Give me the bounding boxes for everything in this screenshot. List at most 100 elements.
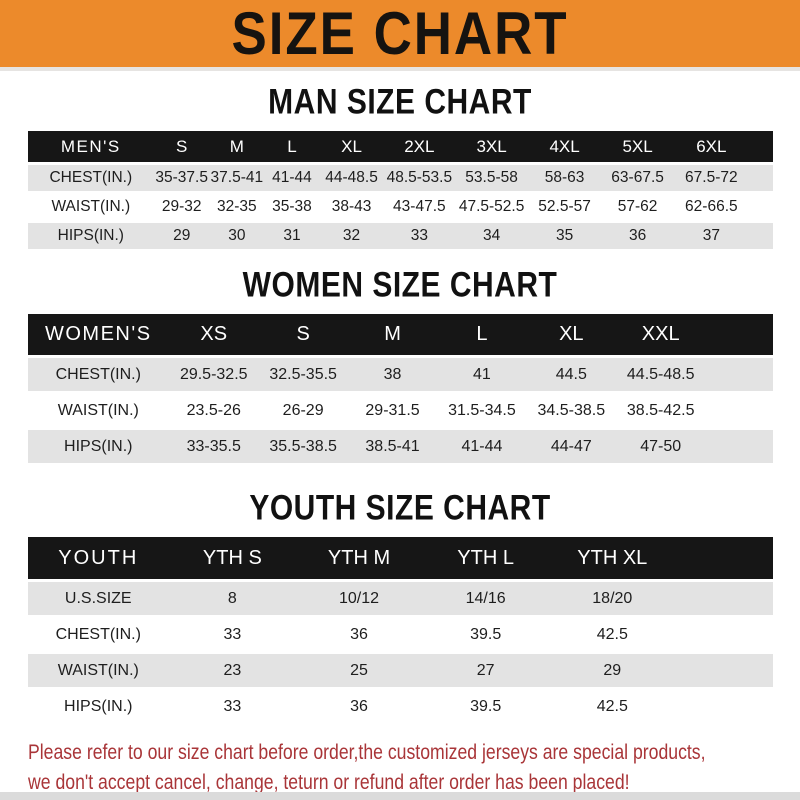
women-row-filler bbox=[705, 394, 773, 427]
youth-hips-cell: 39.5 bbox=[422, 690, 549, 723]
men-waist-cell: 57-62 bbox=[601, 194, 675, 220]
women-waist-cell: 38.5-42.5 bbox=[616, 394, 706, 427]
men-row-filler bbox=[748, 165, 773, 191]
banner: SIZE CHART bbox=[0, 0, 800, 71]
man-section-heading-text: MAN SIZE CHART bbox=[268, 82, 532, 122]
youth-ussize-cell: 18/20 bbox=[548, 582, 676, 615]
men-col-header-3xl: 3XL bbox=[455, 131, 529, 162]
man-section-heading: MAN SIZE CHART bbox=[0, 82, 800, 122]
women-row-filler bbox=[705, 358, 773, 391]
men-col-header-5xl: 5XL bbox=[601, 131, 675, 162]
youth-waist-cell: 29 bbox=[548, 654, 676, 687]
youth-chest-cell: 36 bbox=[295, 618, 423, 651]
women-col-header-xl: XL bbox=[526, 314, 616, 355]
youth-header-row: YOUTH YTH S YTH M YTH L YTH XL bbox=[27, 537, 773, 579]
men-chest-cell: 53.5-58 bbox=[455, 165, 529, 191]
women-hips-cell: 47-50 bbox=[616, 430, 706, 463]
women-hips-cell: 35.5-38.5 bbox=[258, 430, 348, 463]
youth-row-filler bbox=[675, 654, 773, 687]
footer-note-line-2: we don't accept cancel, change, teturn o… bbox=[28, 771, 630, 794]
men-hips-cell: 34 bbox=[455, 223, 529, 249]
women-chest-cell: 44.5-48.5 bbox=[616, 358, 706, 391]
men-table-label: MEN'S bbox=[27, 131, 155, 162]
men-chest-cell: 67.5-72 bbox=[674, 165, 749, 191]
women-header-filler bbox=[705, 314, 773, 355]
men-hips-cell: 31 bbox=[264, 223, 320, 249]
women-hips-row: HIPS(IN.) 33-35.5 35.5-38.5 38.5-41 41-4… bbox=[27, 430, 773, 463]
women-waist-cell: 31.5-34.5 bbox=[437, 394, 527, 427]
men-waist-row: WAIST(IN.) 29-32 32-35 35-38 38-43 43-47… bbox=[27, 194, 773, 220]
men-waist-cell: 38-43 bbox=[319, 194, 384, 220]
women-chest-label: CHEST(IN.) bbox=[27, 358, 170, 391]
youth-ussize-row: U.S.SIZE 8 10/12 14/16 18/20 bbox=[27, 582, 773, 615]
men-chest-row: CHEST(IN.) 35-37.5 37.5-41 41-44 44-48.5… bbox=[27, 165, 773, 191]
men-row-filler bbox=[748, 223, 773, 249]
youth-ussize-cell: 8 bbox=[169, 582, 296, 615]
men-waist-cell: 43-47.5 bbox=[383, 194, 456, 220]
men-hips-cell: 29 bbox=[154, 223, 210, 249]
banner-title: SIZE CHART bbox=[231, 0, 569, 68]
youth-header-filler bbox=[675, 537, 773, 579]
men-hips-cell: 36 bbox=[601, 223, 675, 249]
men-waist-cell: 52.5-57 bbox=[528, 194, 602, 220]
men-waist-cell: 62-66.5 bbox=[674, 194, 749, 220]
women-waist-label: WAIST(IN.) bbox=[27, 394, 170, 427]
men-waist-cell: 47.5-52.5 bbox=[455, 194, 529, 220]
youth-waist-cell: 27 bbox=[422, 654, 549, 687]
youth-size-table: YOUTH YTH S YTH M YTH L YTH XL U.S.SIZE … bbox=[27, 534, 773, 726]
women-chest-cell: 29.5-32.5 bbox=[169, 358, 259, 391]
women-waist-cell: 34.5-38.5 bbox=[526, 394, 616, 427]
youth-hips-cell: 33 bbox=[169, 690, 296, 723]
men-hips-cell: 30 bbox=[209, 223, 265, 249]
men-waist-cell: 29-32 bbox=[154, 194, 210, 220]
youth-section-heading: YOUTH SIZE CHART bbox=[0, 488, 800, 528]
women-section-heading: WOMEN SIZE CHART bbox=[0, 266, 800, 305]
men-hips-cell: 32 bbox=[319, 223, 384, 249]
youth-section-heading-text: YOUTH SIZE CHART bbox=[249, 488, 551, 528]
youth-waist-row: WAIST(IN.) 23 25 27 29 bbox=[27, 654, 773, 687]
men-col-header-xl: XL bbox=[319, 131, 384, 162]
men-hips-cell: 33 bbox=[383, 223, 456, 249]
youth-chest-label: CHEST(IN.) bbox=[27, 618, 170, 651]
youth-waist-cell: 25 bbox=[295, 654, 423, 687]
youth-row-filler bbox=[675, 582, 773, 615]
youth-ussize-cell: 14/16 bbox=[422, 582, 549, 615]
youth-col-header-l: YTH L bbox=[422, 537, 549, 579]
men-chest-label: CHEST(IN.) bbox=[27, 165, 155, 191]
men-chest-cell: 35-37.5 bbox=[154, 165, 210, 191]
youth-col-header-m: YTH M bbox=[295, 537, 423, 579]
women-hips-cell: 44-47 bbox=[526, 430, 616, 463]
men-col-header-m: M bbox=[209, 131, 265, 162]
youth-col-header-xl: YTH XL bbox=[548, 537, 676, 579]
footer-note-line-1: Please refer to our size chart before or… bbox=[28, 741, 706, 764]
men-chest-cell: 58-63 bbox=[528, 165, 602, 191]
women-col-header-s: S bbox=[258, 314, 348, 355]
men-hips-label: HIPS(IN.) bbox=[27, 223, 155, 249]
men-chest-cell: 37.5-41 bbox=[209, 165, 265, 191]
women-chest-row: CHEST(IN.) 29.5-32.5 32.5-35.5 38 41 44.… bbox=[27, 358, 773, 391]
men-chest-cell: 48.5-53.5 bbox=[383, 165, 456, 191]
youth-hips-label: HIPS(IN.) bbox=[27, 690, 170, 723]
women-header-row: WOMEN'S XS S M L XL XXL bbox=[27, 314, 773, 355]
youth-hips-cell: 36 bbox=[295, 690, 423, 723]
women-hips-label: HIPS(IN.) bbox=[27, 430, 170, 463]
men-size-table: MEN'S S M L XL 2XL 3XL 4XL 5XL 6XL CHEST… bbox=[27, 128, 773, 252]
youth-table-label: YOUTH bbox=[27, 537, 170, 579]
women-col-header-l: L bbox=[437, 314, 527, 355]
women-col-header-xxl: XXL bbox=[616, 314, 706, 355]
men-col-header-s: S bbox=[154, 131, 210, 162]
youth-hips-cell: 42.5 bbox=[548, 690, 676, 723]
men-chest-cell: 44-48.5 bbox=[319, 165, 384, 191]
men-hips-cell: 35 bbox=[528, 223, 602, 249]
youth-waist-cell: 23 bbox=[169, 654, 296, 687]
men-waist-label: WAIST(IN.) bbox=[27, 194, 155, 220]
bottom-divider bbox=[0, 792, 800, 800]
men-chest-cell: 63-67.5 bbox=[601, 165, 675, 191]
footer-note: Please refer to our size chart before or… bbox=[28, 738, 800, 798]
men-col-header-l: L bbox=[264, 131, 320, 162]
men-waist-cell: 32-35 bbox=[209, 194, 265, 220]
youth-chest-cell: 39.5 bbox=[422, 618, 549, 651]
women-col-header-xs: XS bbox=[169, 314, 259, 355]
women-chest-cell: 38 bbox=[347, 358, 438, 391]
